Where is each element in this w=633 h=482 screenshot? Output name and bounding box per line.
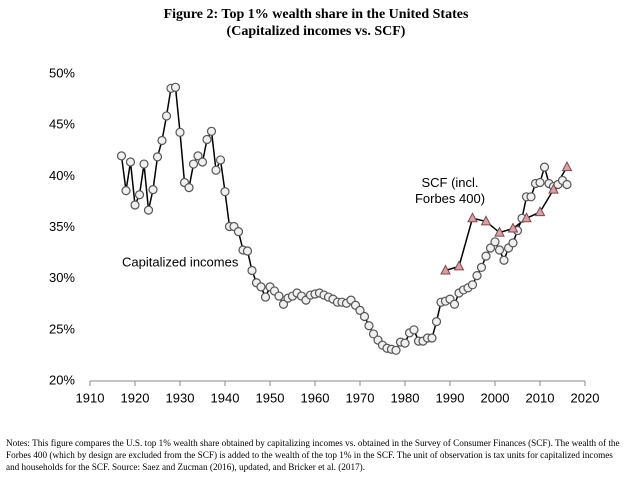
x-tick-label: 2010 [526,390,555,405]
marker [211,165,221,175]
marker [197,157,208,167]
marker [440,264,451,275]
marker [534,206,546,217]
marker [161,111,172,121]
marker [391,345,401,355]
marker [202,134,212,145]
chart-subtitle: (Capitalized incomes vs. SCF) [227,24,406,39]
marker [175,127,185,137]
marker [467,212,478,223]
series-label: Capitalized incomes [122,254,239,269]
x-tick-label: 2000 [481,390,510,405]
marker [480,215,492,226]
marker [206,126,217,136]
y-tick-label: 45% [49,117,75,132]
x-tick-label: 1950 [256,390,285,405]
y-tick-label: 20% [49,372,75,387]
marker [521,212,532,223]
marker [476,262,487,273]
marker [481,251,491,261]
marker [485,243,496,253]
marker [364,321,374,331]
marker [548,183,559,194]
marker [368,329,379,339]
x-tick-label: 1920 [121,390,150,405]
marker [215,155,226,165]
marker [499,255,509,265]
marker [409,325,419,335]
series-label-box: SCF (incl. Forbes 400) [414,175,486,206]
marker [148,185,158,195]
marker [233,226,244,237]
marker [152,152,163,162]
marker [562,179,572,190]
x-tick-label: 2020 [571,390,600,405]
marker [184,182,194,193]
marker [130,200,140,210]
marker [490,237,500,247]
marker [157,135,167,146]
marker [188,159,199,169]
x-tick-label: 1960 [301,390,330,405]
marker [472,270,482,281]
marker [561,161,573,172]
marker [139,159,149,169]
notes: Notes: This figure compares the U.S. top… [6,438,620,472]
x-tick-label: 1910 [76,390,105,405]
marker [535,177,545,188]
marker [260,292,271,302]
y-tick-label: 25% [49,321,75,336]
marker [134,190,145,200]
marker [427,333,437,343]
marker [116,151,127,161]
marker [355,305,365,315]
marker [220,187,230,197]
marker [125,157,136,167]
marker [143,205,154,215]
marker [539,162,550,172]
chart: Figure 2: Top 1% wealth share in the Uni… [49,7,600,405]
marker [494,226,505,237]
x-tick-label: 1970 [346,390,375,405]
y-tick-label: 40% [49,168,75,183]
marker [431,317,442,327]
y-tick-label: 35% [49,219,75,234]
marker [526,192,536,202]
y-tick-label: 50% [49,65,75,80]
series-line [445,166,568,272]
marker [256,282,266,292]
marker [170,82,181,92]
marker [400,338,410,348]
x-tick-label: 1980 [391,390,420,405]
x-tick-label: 1940 [211,390,240,405]
series-label: SCF (incl. Forbes 400) [414,175,486,206]
marker [247,265,257,276]
marker [193,151,203,161]
x-tick-label: 1990 [436,390,465,405]
y-tick-label: 30% [49,270,75,285]
marker [508,238,518,248]
marker [278,299,289,309]
marker [467,280,478,290]
marker [453,260,465,271]
series-line [120,86,568,352]
marker [507,222,519,233]
marker [274,291,284,301]
marker [242,246,253,256]
marker [359,311,370,322]
marker [494,245,505,255]
marker [121,186,131,196]
chart-title: Figure 2: Top 1% wealth share in the Uni… [164,7,469,22]
marker [449,299,460,309]
x-tick-label: 1930 [166,390,195,405]
